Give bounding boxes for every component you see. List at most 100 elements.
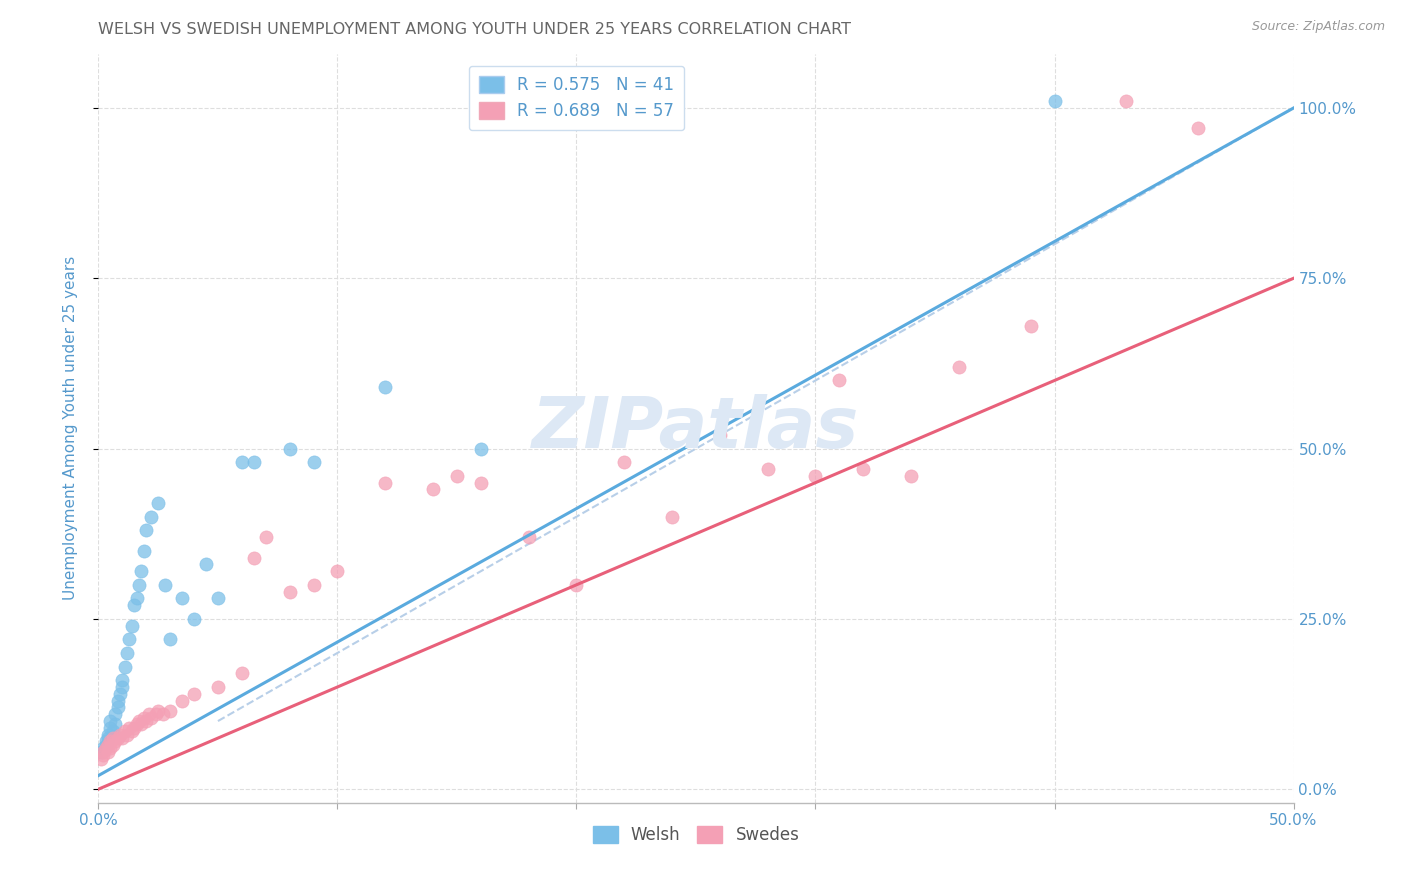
- Point: [900, 468, 922, 483]
- Point: [104, 707, 127, 722]
- Point: [517, 530, 540, 544]
- Point: [124, 599, 146, 613]
- Point: [243, 455, 266, 469]
- Point: [565, 578, 588, 592]
- Point: [98, 741, 122, 756]
- Point: [804, 468, 827, 483]
- Point: [155, 578, 177, 592]
- Point: [115, 646, 138, 660]
- Point: [148, 704, 170, 718]
- Point: [98, 714, 122, 728]
- Point: [138, 707, 160, 722]
- Point: [1019, 318, 1042, 333]
- Point: [1043, 94, 1066, 108]
- Point: [661, 509, 683, 524]
- Point: [125, 591, 148, 606]
- Point: [108, 728, 131, 742]
- Point: [101, 731, 124, 745]
- Point: [172, 693, 194, 707]
- Point: [104, 717, 127, 731]
- Point: [231, 666, 253, 681]
- Point: [132, 543, 155, 558]
- Point: [128, 578, 150, 592]
- Point: [107, 700, 129, 714]
- Point: [139, 711, 162, 725]
- Point: [94, 734, 117, 748]
- Point: [101, 738, 124, 752]
- Point: [111, 680, 134, 694]
- Point: [374, 475, 396, 490]
- Point: [1115, 94, 1137, 108]
- Text: WELSH VS SWEDISH UNEMPLOYMENT AMONG YOUTH UNDER 25 YEARS CORRELATION CHART: WELSH VS SWEDISH UNEMPLOYMENT AMONG YOUT…: [98, 22, 852, 37]
- Point: [152, 707, 174, 722]
- Point: [118, 632, 141, 647]
- Point: [207, 680, 229, 694]
- Point: [148, 496, 170, 510]
- Point: [111, 731, 134, 745]
- Point: [613, 455, 636, 469]
- Point: [90, 751, 112, 765]
- Point: [107, 693, 129, 707]
- Point: [114, 659, 136, 673]
- Point: [111, 673, 134, 688]
- Point: [131, 717, 153, 731]
- Point: [98, 721, 122, 735]
- Point: [231, 455, 253, 469]
- Point: [326, 564, 349, 578]
- Point: [243, 550, 266, 565]
- Point: [183, 687, 205, 701]
- Point: [115, 728, 138, 742]
- Point: [97, 731, 120, 745]
- Point: [131, 564, 153, 578]
- Point: [828, 374, 851, 388]
- Point: [183, 612, 205, 626]
- Point: [470, 475, 492, 490]
- Point: [374, 380, 396, 394]
- Point: [709, 428, 731, 442]
- Point: [98, 734, 122, 748]
- Point: [101, 724, 124, 739]
- Point: [94, 741, 117, 756]
- Point: [124, 721, 146, 735]
- Point: [132, 711, 155, 725]
- Point: [254, 530, 277, 544]
- Point: [172, 591, 194, 606]
- Point: [135, 524, 157, 538]
- Point: [135, 714, 157, 728]
- Point: [948, 359, 970, 374]
- Point: [97, 738, 120, 752]
- Legend: Welsh, Swedes: Welsh, Swedes: [586, 819, 806, 851]
- Point: [852, 462, 875, 476]
- Y-axis label: Unemployment Among Youth under 25 years: Unemployment Among Youth under 25 years: [63, 256, 77, 600]
- Point: [470, 442, 492, 456]
- Point: [128, 714, 150, 728]
- Point: [756, 462, 779, 476]
- Point: [159, 632, 181, 647]
- Point: [97, 745, 120, 759]
- Text: ZIPatlas: ZIPatlas: [533, 393, 859, 463]
- Point: [125, 717, 148, 731]
- Point: [97, 728, 120, 742]
- Point: [195, 558, 218, 572]
- Point: [121, 724, 143, 739]
- Point: [118, 721, 141, 735]
- Point: [278, 442, 301, 456]
- Point: [302, 455, 325, 469]
- Text: Source: ZipAtlas.com: Source: ZipAtlas.com: [1251, 20, 1385, 33]
- Point: [121, 618, 143, 632]
- Point: [422, 483, 444, 497]
- Point: [302, 578, 325, 592]
- Point: [94, 738, 117, 752]
- Point: [139, 509, 162, 524]
- Point: [91, 748, 114, 763]
- Point: [114, 724, 136, 739]
- Point: [1187, 121, 1209, 136]
- Point: [145, 707, 167, 722]
- Point: [446, 468, 468, 483]
- Point: [91, 741, 114, 756]
- Point: [159, 704, 181, 718]
- Point: [90, 745, 112, 759]
- Point: [207, 591, 229, 606]
- Point: [108, 687, 131, 701]
- Point: [104, 734, 127, 748]
